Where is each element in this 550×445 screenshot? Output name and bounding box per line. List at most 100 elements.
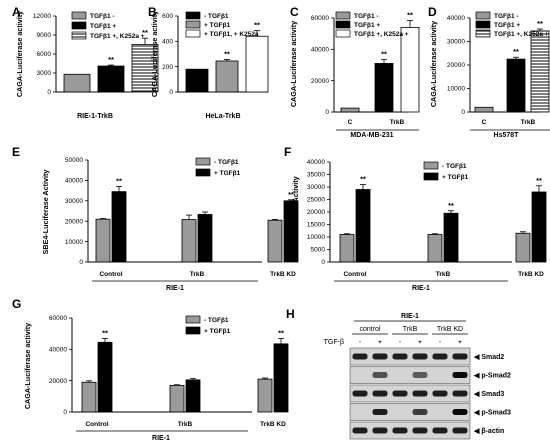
group-label: TrkB bbox=[436, 271, 451, 278]
blot-band bbox=[412, 353, 428, 360]
legend-label: + TGFβ1 bbox=[442, 174, 469, 181]
legend-label: TGFβ1 - bbox=[354, 13, 379, 20]
y-tick-label: 20000 bbox=[65, 218, 83, 225]
y-tick-label: 20000 bbox=[307, 209, 325, 216]
legend-label: TGFβ1 - bbox=[90, 13, 115, 20]
y-axis-label: CAGA-Luciferase activity bbox=[289, 21, 298, 107]
legend-swatch bbox=[475, 20, 491, 29]
chart-panel-g: G 0 20000 40000 60000 CAGA-Luciferase activit… bbox=[12, 297, 289, 442]
y-tick-label: 0 bbox=[47, 89, 51, 96]
blot-band bbox=[452, 427, 468, 434]
y-axis-label: CAGA-Luciferase activity bbox=[150, 11, 159, 97]
bar bbox=[95, 218, 111, 263]
bar bbox=[169, 384, 185, 413]
blot-band bbox=[372, 409, 388, 415]
y-tick-label: 40000 bbox=[447, 15, 465, 22]
legend-label: + TGFβ1 bbox=[204, 22, 231, 29]
legend-swatch bbox=[185, 29, 201, 38]
significance-mark: ** bbox=[536, 176, 542, 185]
significance-mark: ** bbox=[360, 175, 366, 184]
legend-label: TGFβ1 +, K252a + bbox=[354, 31, 409, 38]
bar bbox=[474, 106, 494, 113]
blot-strip bbox=[349, 403, 471, 421]
legend-swatch bbox=[185, 315, 201, 324]
x-axis-label: RIE-1 bbox=[166, 285, 184, 292]
x-axis-label: RIE-1-TrkB bbox=[77, 113, 113, 120]
bar bbox=[273, 343, 289, 413]
chart-panel-f: F 0 5000 10000 15000 20000 25000 30000 35000 4000… bbox=[284, 145, 547, 292]
group-label: TrkB KD bbox=[518, 271, 544, 278]
legend-swatch bbox=[423, 161, 439, 170]
legend-swatch bbox=[185, 20, 201, 29]
legend-label: TGFβ1 +, K252a + bbox=[494, 31, 549, 38]
panel-label: B bbox=[148, 5, 157, 19]
blot-band bbox=[392, 353, 408, 360]
group-label: TrkB bbox=[390, 119, 405, 126]
bar bbox=[81, 381, 97, 413]
bar bbox=[185, 379, 201, 413]
y-tick-label: 40000 bbox=[65, 178, 83, 185]
group-label: TrkB KD bbox=[260, 421, 286, 428]
significance-mark: ** bbox=[381, 50, 387, 59]
significance-mark: ** bbox=[448, 201, 454, 210]
x-axis-label: Hs578T bbox=[494, 132, 520, 139]
panel-label: F bbox=[284, 145, 291, 159]
y-tick-label: 9000 bbox=[37, 32, 52, 39]
y-tick-label: 60000 bbox=[49, 315, 67, 322]
bar bbox=[506, 58, 526, 113]
legend-label: TGFβ1 + bbox=[354, 22, 380, 29]
bar bbox=[215, 60, 239, 93]
x-axis-label: RIE-1 bbox=[152, 435, 170, 442]
blot-band bbox=[372, 390, 388, 397]
bar bbox=[340, 107, 360, 113]
legend-swatch bbox=[335, 11, 351, 20]
x-axis-label: MDA-MB-231 bbox=[350, 132, 393, 139]
blot-band bbox=[452, 390, 468, 397]
y-axis-label: CAGA-Luciferase activity bbox=[23, 323, 32, 409]
bar bbox=[185, 68, 209, 93]
bar bbox=[355, 189, 371, 263]
blot-group-label: TrkB KD bbox=[437, 326, 463, 333]
y-tick-label: 12000 bbox=[33, 13, 51, 20]
y-tick-label: 0 bbox=[79, 259, 83, 266]
y-tick-label: 50000 bbox=[65, 157, 83, 164]
bar bbox=[443, 212, 459, 263]
treatment-mark: - bbox=[399, 337, 402, 346]
group-label: Control bbox=[99, 271, 122, 278]
legend-label: - TGFβ1 bbox=[214, 159, 239, 166]
y-tick-label: 30000 bbox=[65, 198, 83, 205]
bar bbox=[339, 234, 355, 263]
y-tick-label: 0 bbox=[63, 409, 67, 416]
y-tick-label: 400 bbox=[162, 39, 173, 46]
bar bbox=[427, 234, 443, 263]
y-tick-label: 35000 bbox=[307, 172, 325, 179]
significance-mark: ** bbox=[254, 21, 260, 30]
bar bbox=[197, 214, 213, 263]
y-tick-label: 30000 bbox=[307, 184, 325, 191]
blot-cell-line: RIE-1 bbox=[401, 313, 419, 320]
y-tick-label: 0 bbox=[325, 109, 329, 116]
blot-row-label: ◀ β-actin bbox=[473, 428, 504, 435]
blot-row-label: ◀ Smad3 bbox=[473, 391, 504, 398]
group-label: TrkB bbox=[521, 119, 536, 126]
blot-strip bbox=[349, 366, 471, 384]
treatment-mark: + bbox=[458, 337, 463, 346]
blot-band bbox=[352, 390, 368, 397]
legend-swatch bbox=[423, 172, 439, 181]
blot-band bbox=[432, 427, 448, 434]
group-label: C bbox=[348, 119, 353, 126]
legend-label: TGFβ1 + bbox=[494, 22, 520, 29]
legend-label: + TGFβ1, + K252a bbox=[204, 31, 259, 38]
blot-band bbox=[452, 409, 468, 415]
blot-strip bbox=[349, 421, 471, 440]
bar bbox=[245, 35, 269, 93]
legend-swatch bbox=[71, 31, 87, 40]
legend-label: - TGFβ1 bbox=[204, 317, 229, 324]
y-tick-label: 20000 bbox=[311, 78, 329, 85]
group-label: Control bbox=[343, 271, 366, 278]
y-tick-label: 20000 bbox=[447, 62, 465, 69]
bar bbox=[400, 26, 420, 113]
chart-panel-e: E 0 10000 20000 30000 40000 50000 SBE4-Lucifera… bbox=[12, 145, 299, 292]
